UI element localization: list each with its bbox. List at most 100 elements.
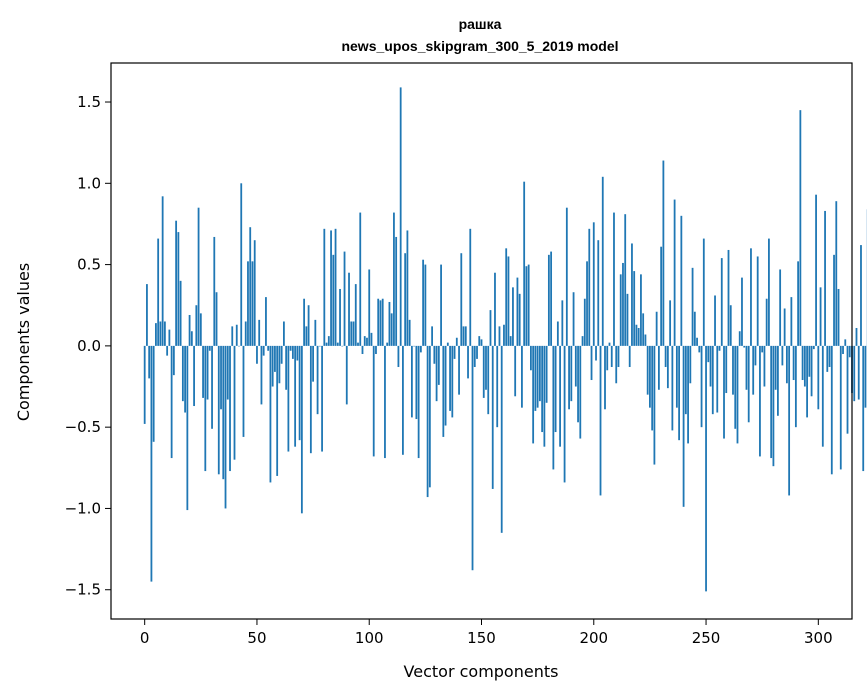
bar [336,342,339,346]
bar [604,345,606,410]
bar [837,288,840,346]
bar [370,332,373,346]
bar [649,345,651,408]
y-tick-label: 0.5 [77,256,101,274]
bar [343,251,346,346]
bar [379,300,382,346]
bar [482,345,485,398]
bar [359,212,362,346]
bar [395,236,398,346]
bar [314,319,317,346]
x-tick-label: 150 [467,629,496,647]
bar [327,336,330,346]
bar [341,345,344,347]
bar [375,345,377,355]
bar [235,324,238,346]
bar [588,228,591,346]
bar [790,297,793,346]
bar [725,345,728,394]
bar [181,345,184,402]
bar [664,345,667,368]
bar [518,293,521,346]
bar [372,345,375,457]
bar [646,345,649,395]
bar [417,345,420,459]
bar [662,160,665,346]
bar [637,327,640,346]
bar [159,321,162,346]
bar [821,345,824,447]
bar [819,287,822,346]
bar [303,298,306,346]
bar [763,345,766,387]
bar [779,269,782,346]
bar [170,345,173,459]
bar [473,345,476,368]
bar [274,345,276,372]
bar [296,345,299,361]
bar [642,313,645,346]
bar [734,345,737,429]
bar [754,345,757,366]
bar [581,336,584,346]
bar [332,254,335,346]
bar [759,345,761,457]
bar [768,238,770,346]
bar [202,345,204,398]
bar [265,297,267,346]
y-tick-label: −1.0 [65,499,101,517]
bar [431,326,433,346]
bar [711,345,714,415]
bar [682,345,685,507]
bar [280,345,283,364]
bar [590,345,593,381]
bar [792,345,795,381]
bar [720,258,723,346]
bar [152,345,155,442]
bar [633,271,636,346]
bar [860,245,862,346]
x-tick-label: 200 [579,629,608,647]
bar [399,87,402,346]
bar [707,345,710,363]
bar [384,345,386,459]
bar [352,321,355,346]
bar [433,345,436,364]
bar [312,345,314,382]
bar [289,345,292,351]
bar [146,284,148,346]
bar [487,345,490,415]
y-axis-ticks: −1.5 −1.0 −0.5 0.0 0.5 1.0 1.5 [65,93,111,599]
bar [460,253,463,346]
bar [772,345,775,467]
bar [783,308,786,346]
bar [824,210,826,346]
bar [835,201,838,346]
bar [321,345,323,452]
bar [570,345,573,402]
bar [172,345,175,376]
bar [815,194,817,346]
bar [617,345,620,368]
bar [238,345,240,347]
bar [691,267,694,346]
bar [285,345,288,390]
x-tick-label: 50 [247,629,266,647]
bar [249,227,252,346]
bar [842,345,844,355]
bar [624,214,627,346]
bar [458,345,460,395]
chart-title-line1: рашка [459,16,502,32]
bar [190,331,193,346]
bar [287,345,290,452]
bar [830,345,833,475]
bar [361,345,364,355]
bar [184,345,186,413]
bar [323,228,326,346]
bar [626,293,629,346]
bar [455,337,458,346]
bar [251,261,254,346]
bar [523,181,526,346]
bar [309,345,312,454]
bar [671,345,674,431]
